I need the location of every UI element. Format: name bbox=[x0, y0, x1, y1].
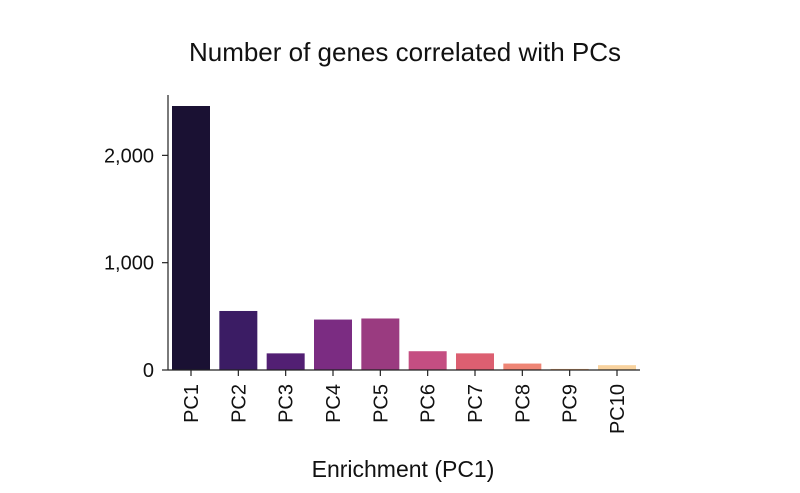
x-tick-label: PC9 bbox=[560, 384, 582, 423]
bar-pc2 bbox=[219, 310, 258, 370]
x-axis: PC1 PC2 PC3 PC4 PC5 PC6 PC7 PC8 PC9 PC10 bbox=[168, 369, 640, 434]
bar-pc4 bbox=[314, 319, 352, 370]
x-tick-label: PC8 bbox=[512, 384, 534, 423]
bar-pc7 bbox=[456, 353, 494, 370]
bar-pc1 bbox=[172, 106, 210, 370]
x-tick-label: PC1 bbox=[181, 384, 203, 423]
x-tick-label: PC3 bbox=[276, 384, 298, 423]
bar-pc8 bbox=[503, 363, 542, 370]
bar-pc3 bbox=[266, 353, 305, 370]
x-axis-label: Enrichment (PC1) bbox=[312, 456, 495, 482]
bar-pc10 bbox=[598, 365, 636, 370]
bars bbox=[172, 106, 636, 370]
x-tick-label: PC4 bbox=[323, 384, 345, 423]
y-tick-label: 2,000 bbox=[104, 145, 154, 167]
bar-pc5 bbox=[361, 318, 400, 370]
y-tick-label: 1,000 bbox=[104, 253, 154, 275]
chart-title: Number of genes correlated with PCs bbox=[189, 37, 621, 67]
x-tick-label: PC2 bbox=[228, 384, 250, 423]
x-tick-label: PC10 bbox=[607, 384, 629, 434]
bar-pc6 bbox=[408, 351, 447, 370]
x-tick-label: PC7 bbox=[465, 384, 487, 423]
x-tick-label: PC6 bbox=[418, 384, 440, 423]
y-tick-label: 0 bbox=[143, 360, 154, 382]
x-tick-label: PC5 bbox=[370, 384, 392, 423]
y-axis: 0 1,000 2,000 bbox=[104, 95, 169, 382]
